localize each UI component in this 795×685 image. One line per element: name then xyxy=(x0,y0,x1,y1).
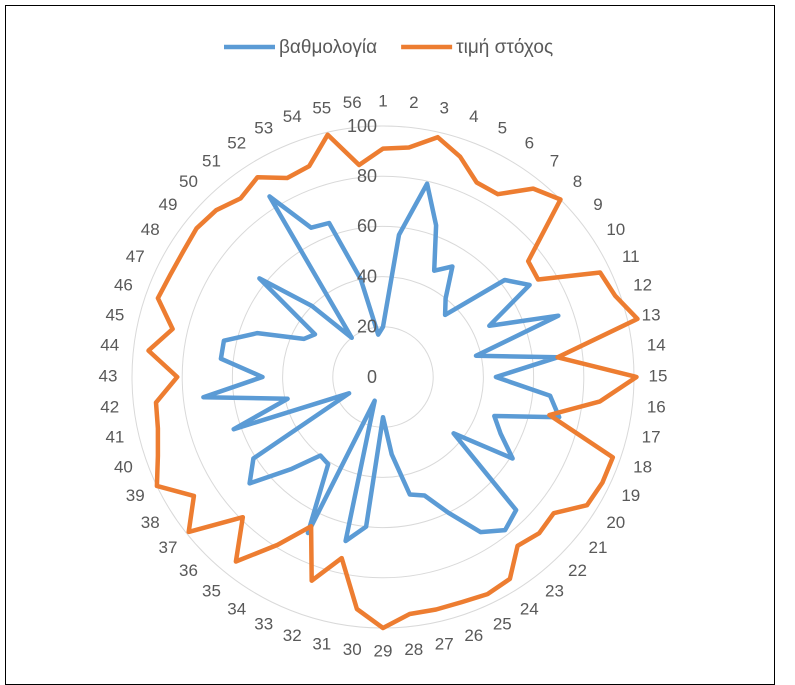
category-label: 43 xyxy=(99,366,118,385)
category-label: 28 xyxy=(404,640,423,659)
category-label: 49 xyxy=(159,195,178,214)
category-label: 50 xyxy=(179,172,198,191)
category-label: 44 xyxy=(100,336,119,355)
category-label: 34 xyxy=(227,599,246,618)
category-label: 30 xyxy=(343,640,362,659)
category-label: 31 xyxy=(312,635,331,654)
category-label: 9 xyxy=(593,195,602,214)
category-label: 27 xyxy=(435,635,454,654)
series-line-1 xyxy=(201,181,562,544)
category-label: 6 xyxy=(525,134,534,153)
category-label: 48 xyxy=(141,220,160,239)
category-label: 19 xyxy=(621,486,640,505)
category-label: 26 xyxy=(464,626,483,645)
category-label: 54 xyxy=(283,107,302,126)
category-label: 11 xyxy=(622,247,640,266)
category-label: 8 xyxy=(573,172,582,191)
category-label: 3 xyxy=(439,98,448,117)
category-label: 24 xyxy=(520,599,539,618)
category-label: 7 xyxy=(550,151,559,170)
category-label: 10 xyxy=(606,220,625,239)
grid-ring-40 xyxy=(282,276,484,478)
grid-ring-20 xyxy=(332,326,434,428)
category-label: 14 xyxy=(647,336,666,355)
category-label: 52 xyxy=(227,134,246,153)
category-label: 33 xyxy=(254,614,273,633)
category-label: 4 xyxy=(469,107,478,126)
series-line-2 xyxy=(146,132,640,631)
category-label: 23 xyxy=(545,581,564,600)
category-label: 47 xyxy=(126,247,145,266)
category-label: 2 xyxy=(409,93,418,112)
category-label: 22 xyxy=(568,561,587,580)
category-label: 55 xyxy=(312,98,331,117)
series-lines xyxy=(146,132,640,631)
category-label: 20 xyxy=(606,513,625,532)
category-label: 15 xyxy=(649,366,668,385)
grid-ring-80 xyxy=(181,175,585,579)
legend-label-1: βαθμολογία xyxy=(279,37,377,58)
category-label: 36 xyxy=(179,561,198,580)
radial-tick-label: 20 xyxy=(357,317,377,337)
category-label: 5 xyxy=(498,119,507,138)
category-label: 56 xyxy=(343,93,362,112)
category-label: 17 xyxy=(642,428,661,447)
category-label: 38 xyxy=(141,513,160,532)
category-label: 35 xyxy=(202,581,221,600)
category-label: 46 xyxy=(114,276,133,295)
category-label: 53 xyxy=(254,119,273,138)
category-labels: 1 2 3 4567891011121314151617181920212223242… xyxy=(99,91,668,660)
category-label: 42 xyxy=(100,397,119,416)
category-label: 37 xyxy=(159,538,178,557)
category-label: 25 xyxy=(493,614,512,633)
category-label: 51 xyxy=(202,151,221,170)
radial-tick-label: 0 xyxy=(367,367,377,387)
category-label: 18 xyxy=(633,457,652,476)
legend: βαθμολογία τιμή στόχος xyxy=(224,37,553,58)
category-label: 1 xyxy=(378,91,387,110)
category-label: 21 xyxy=(589,538,608,557)
category-label: 45 xyxy=(105,305,124,324)
category-label: 32 xyxy=(283,626,302,645)
category-label: 39 xyxy=(126,486,145,505)
category-label: 29 xyxy=(374,641,393,660)
chart-area: 0 20 40 60 80 100 1 2 3 4 5 6 7 8 9 10 11 12 13 14 15 16 17 18… xyxy=(5,5,775,685)
radial-tick-labels: 0 20 40 60 80 100 xyxy=(347,116,377,387)
radial-tick-label: 40 xyxy=(357,266,377,286)
category-label: 40 xyxy=(114,457,133,476)
category-label: 16 xyxy=(647,397,666,416)
grid-ring-60 xyxy=(231,225,535,529)
category-label: 41 xyxy=(105,428,124,447)
radial-tick-label: 80 xyxy=(357,166,377,186)
radial-tick-label: 100 xyxy=(347,116,377,136)
category-label: 13 xyxy=(642,305,661,324)
legend-label-2: τιμή στόχος xyxy=(456,37,553,58)
radial-tick-label: 60 xyxy=(357,216,377,236)
category-label: 12 xyxy=(633,276,652,295)
